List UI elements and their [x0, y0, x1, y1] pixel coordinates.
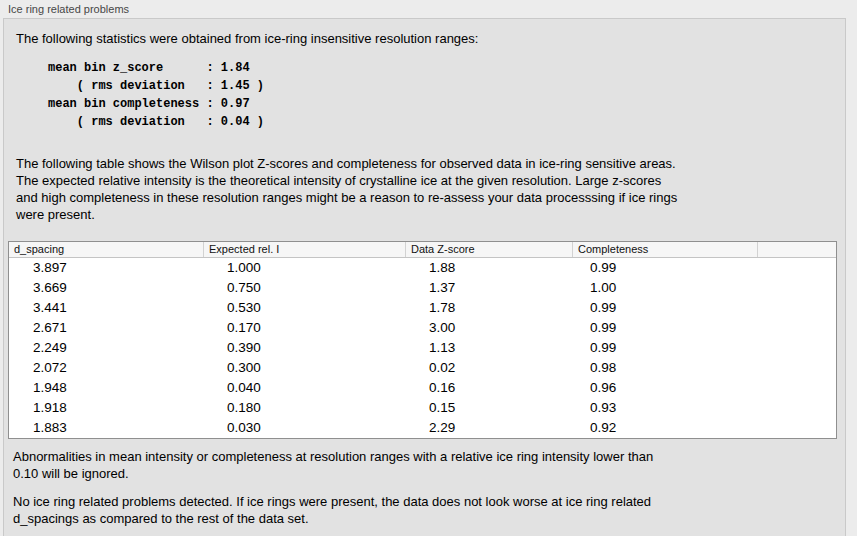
cell: 0.390: [203, 338, 405, 358]
cell: 0.98: [572, 358, 757, 378]
column-header-completeness[interactable]: Completeness: [572, 242, 757, 257]
cell: 1.883: [9, 418, 203, 438]
cell-blank: [757, 298, 836, 318]
cell-blank: [757, 278, 836, 298]
cell: 1.78: [405, 298, 572, 318]
cell: 0.750: [203, 278, 405, 298]
intro-text: The following statistics were obtained f…: [16, 30, 836, 47]
cell: 2.29: [405, 418, 572, 438]
ice-ring-groupbox: The following statistics were obtained f…: [3, 18, 846, 536]
cell: 1.948: [9, 378, 203, 398]
cell: 1.000: [203, 258, 405, 278]
cell-blank: [757, 338, 836, 358]
cell: 0.99: [572, 258, 757, 278]
cell: 1.88: [405, 258, 572, 278]
table-row[interactable]: 3.8971.0001.880.99: [9, 258, 836, 278]
panel-title: Ice ring related problems: [8, 3, 129, 15]
cell: 0.180: [203, 398, 405, 418]
stats-block: mean bin z_score : 1.84 ( rms deviation …: [48, 59, 264, 131]
cell: 0.170: [203, 318, 405, 338]
cell-blank: [757, 418, 836, 438]
table-header: d_spacingExpected rel. IData Z-scoreComp…: [9, 242, 836, 258]
cell: 1.00: [572, 278, 757, 298]
ice-ring-table[interactable]: d_spacingExpected rel. IData Z-scoreComp…: [8, 241, 837, 439]
cell-blank: [757, 398, 836, 418]
cell: 0.93: [572, 398, 757, 418]
conclusion-note: No ice ring related problems detected. I…: [13, 493, 833, 527]
column-header-expected-rel-i[interactable]: Expected rel. I: [203, 242, 405, 257]
cell: 1.37: [405, 278, 572, 298]
cell: 1.918: [9, 398, 203, 418]
column-header-blank: [757, 242, 836, 257]
ignore-note: Abnormalities in mean intensity or compl…: [13, 448, 833, 482]
cell: 0.15: [405, 398, 572, 418]
cell-blank: [757, 358, 836, 378]
cell-blank: [757, 318, 836, 338]
cell: 3.00: [405, 318, 572, 338]
table-row[interactable]: 3.4410.5301.780.99: [9, 298, 836, 318]
cell: 0.02: [405, 358, 572, 378]
table-row[interactable]: 2.2490.3901.130.99: [9, 338, 836, 358]
cell: 3.897: [9, 258, 203, 278]
table-row[interactable]: 3.6690.7501.371.00: [9, 278, 836, 298]
column-header-data-z-score[interactable]: Data Z-score: [405, 242, 572, 257]
table-row[interactable]: 1.9480.0400.160.96: [9, 378, 836, 398]
cell: 3.441: [9, 298, 203, 318]
cell: 0.99: [572, 318, 757, 338]
cell: 0.96: [572, 378, 757, 398]
cell: 2.072: [9, 358, 203, 378]
cell: 0.530: [203, 298, 405, 318]
cell: 2.249: [9, 338, 203, 358]
table-row[interactable]: 2.0720.3000.020.98: [9, 358, 836, 378]
column-header-d-spacing[interactable]: d_spacing: [9, 242, 203, 257]
cell: 2.671: [9, 318, 203, 338]
cell: 0.030: [203, 418, 405, 438]
cell: 1.13: [405, 338, 572, 358]
cell: 0.92: [572, 418, 757, 438]
cell: 0.16: [405, 378, 572, 398]
cell: 0.99: [572, 298, 757, 318]
table-description: The following table shows the Wilson plo…: [16, 155, 836, 223]
cell: 0.300: [203, 358, 405, 378]
cell: 0.040: [203, 378, 405, 398]
cell: 3.669: [9, 278, 203, 298]
cell-blank: [757, 378, 836, 398]
table-row[interactable]: 1.8830.0302.290.92: [9, 418, 836, 438]
table-row[interactable]: 2.6710.1703.000.99: [9, 318, 836, 338]
cell: 0.99: [572, 338, 757, 358]
table-row[interactable]: 1.9180.1800.150.93: [9, 398, 836, 418]
cell-blank: [757, 258, 836, 278]
table-body: 3.8971.0001.880.993.6690.7501.371.003.44…: [9, 258, 836, 438]
